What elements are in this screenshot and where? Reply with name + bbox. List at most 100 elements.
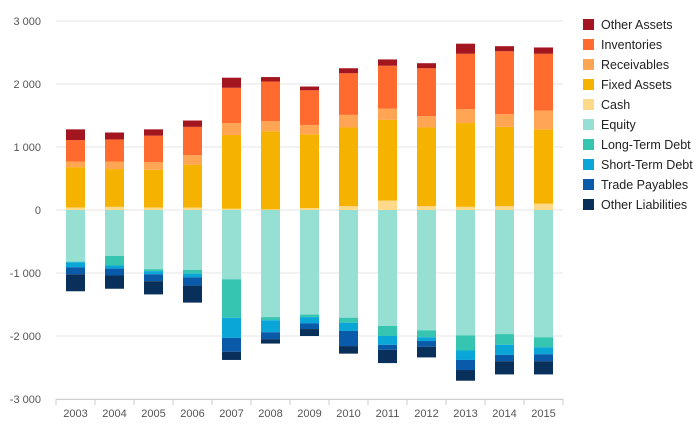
legend-label: Receivables	[601, 58, 669, 72]
bar-segment	[378, 119, 397, 201]
bar-segment	[339, 346, 358, 354]
x-tick-label: 2007	[219, 408, 243, 420]
bar-segment	[261, 210, 280, 318]
bar-segment	[456, 210, 475, 336]
bar-segment	[183, 126, 202, 156]
bar-segment	[222, 123, 241, 136]
bar-segment	[261, 332, 280, 340]
bar-segment	[222, 337, 241, 352]
bar-segment	[534, 53, 553, 111]
bar-segment	[183, 164, 202, 208]
bar-segment	[222, 210, 241, 280]
bar-segment	[417, 330, 436, 338]
bar-segment	[534, 110, 553, 130]
y-tick-label: 3 000	[13, 16, 41, 28]
bar-segment	[456, 53, 475, 110]
bar-segment	[339, 73, 358, 115]
bar-segment	[222, 77, 241, 88]
x-tick-label: 2005	[141, 408, 165, 420]
bar-segment	[417, 63, 436, 69]
bar-segment	[378, 210, 397, 326]
x-tick-label: 2006	[180, 408, 204, 420]
legend-swatch	[583, 199, 594, 210]
bar-segment	[456, 206, 475, 210]
bar-segment	[495, 206, 514, 210]
y-tick-label: 2 000	[13, 79, 41, 91]
x-tick-label: 2011	[376, 408, 400, 420]
bar-segment	[378, 325, 397, 336]
bar-segment	[222, 208, 241, 210]
bar-segment	[495, 334, 514, 345]
bar-segment	[378, 59, 397, 66]
legend-label: Trade Payables	[601, 178, 688, 192]
y-tick-label: 1 000	[13, 142, 41, 154]
bar-segment	[456, 123, 475, 207]
bar-segment	[66, 210, 85, 262]
y-tick-label: -3 000	[10, 394, 41, 406]
bar-segment	[339, 330, 358, 347]
bar-segment	[144, 271, 163, 275]
bar-segment	[456, 43, 475, 54]
bar-segment	[417, 68, 436, 117]
x-tick-label: 2008	[258, 408, 282, 420]
bar-segment	[378, 344, 397, 350]
legend: Other Assets Inventories Receivables Fixed …	[583, 18, 693, 212]
bar-segment	[534, 337, 553, 348]
legend-label: Other Assets	[601, 18, 673, 32]
bar-segment	[417, 346, 436, 358]
legend-swatch	[583, 159, 594, 170]
legend-swatch	[583, 79, 594, 90]
bar-segment	[534, 203, 553, 210]
legend-label: Inventories	[601, 38, 662, 52]
bar-segment	[456, 350, 475, 360]
bar-segment	[495, 126, 514, 207]
legend-swatch	[583, 179, 594, 190]
bar-segment	[105, 265, 124, 269]
legend-swatch	[583, 19, 594, 30]
bar-segment	[378, 336, 397, 345]
bar-segment	[222, 351, 241, 360]
bar-segment	[105, 206, 124, 210]
bar-segment	[183, 155, 202, 165]
bar-segment	[66, 262, 85, 268]
bar-segment	[417, 116, 436, 128]
bar-segment	[183, 273, 202, 278]
bar-segment	[417, 210, 436, 331]
bar-segment	[300, 90, 319, 125]
bar-segment	[300, 317, 319, 324]
legend-swatch	[583, 119, 594, 130]
bar-segment	[534, 47, 553, 54]
bar-segment	[300, 208, 319, 210]
bar-segment	[339, 317, 358, 323]
bar-segment	[105, 275, 124, 289]
bar-segment	[105, 255, 124, 266]
bar-segment	[534, 361, 553, 375]
bar-segment	[66, 274, 85, 292]
x-tick-label: 2013	[453, 408, 477, 420]
bar-segment	[378, 200, 397, 210]
legend-label: Equity	[601, 118, 636, 132]
x-tick-label: 2009	[297, 408, 321, 420]
bar-segment	[456, 359, 475, 371]
bar-segment	[183, 120, 202, 127]
legend-label: Cash	[601, 98, 630, 112]
bar-segment	[105, 169, 124, 207]
bar-segment	[261, 81, 280, 122]
bar-segment	[105, 132, 124, 140]
bar-segment	[261, 209, 280, 210]
bar-segment	[261, 317, 280, 321]
bar-segment	[144, 210, 163, 270]
bar-segment	[261, 131, 280, 210]
bar-segment	[339, 68, 358, 74]
bar-segment	[183, 277, 202, 286]
x-tick-label: 2004	[102, 408, 126, 420]
bar-segment	[183, 210, 202, 270]
bar-segment	[417, 341, 436, 347]
bar-segment	[261, 77, 280, 82]
x-tick-label: 2003	[63, 408, 87, 420]
bar-segment	[105, 210, 124, 256]
bar-segment	[495, 361, 514, 375]
bar-segment	[222, 317, 241, 338]
bar-segment	[144, 274, 163, 282]
